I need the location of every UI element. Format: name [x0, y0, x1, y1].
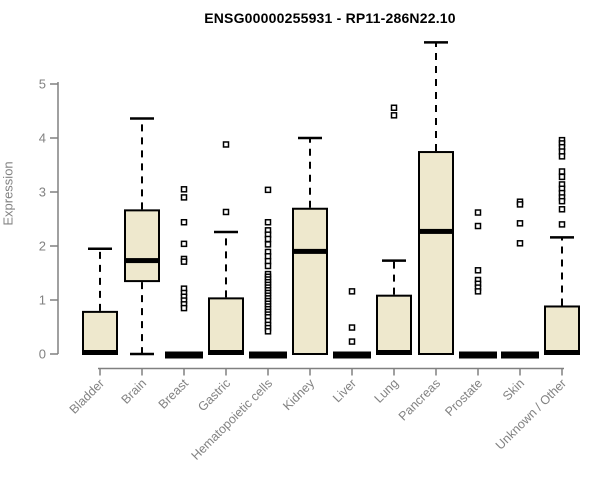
median-brain — [124, 258, 160, 264]
box-unknown-other — [544, 305, 580, 356]
outlier-point-hematopoietic-cells — [264, 328, 272, 335]
box-lung — [376, 294, 412, 355]
outlier-point-liver — [348, 338, 356, 345]
outlier-point-breast — [180, 240, 188, 248]
median-unknown-other — [544, 350, 580, 355]
x-tick-label: Hematopoietic cells — [189, 376, 276, 463]
outlier-point-hematopoietic-cells — [264, 241, 272, 248]
outlier-point-hematopoietic-cells — [264, 235, 272, 243]
median-lung — [376, 350, 412, 355]
median-gastric — [208, 350, 244, 355]
y-tick-label: 5 — [39, 77, 46, 92]
box-flat-hematopoietic-cells — [249, 351, 287, 359]
median-kidney — [292, 248, 328, 254]
outlier-point-liver — [348, 288, 356, 295]
outlier-point-breast — [180, 258, 188, 265]
box-pancreas — [418, 151, 454, 355]
x-tick-label: Breast — [156, 376, 192, 412]
outlier-point-unknown-other — [558, 206, 566, 213]
outlier-point-hematopoietic-cells — [264, 262, 272, 270]
outlier-point-skin — [516, 220, 524, 227]
outlier-point-prostate — [474, 209, 482, 216]
outlier-point-unknown-other — [558, 197, 566, 205]
x-tick-label: Kidney — [280, 376, 317, 413]
box-flat-prostate — [459, 351, 497, 359]
box-gastric — [208, 297, 244, 356]
outlier-point-unknown-other — [558, 153, 566, 160]
x-tick-label: Liver — [330, 376, 359, 405]
box-bladder — [82, 310, 118, 356]
x-tick-label: Prostate — [442, 376, 485, 419]
y-tick-label: 4 — [39, 131, 46, 146]
x-tick-label: Lung — [372, 376, 402, 406]
outlier-point-liver — [348, 324, 356, 331]
x-tick-label: Bladder — [67, 376, 107, 416]
box-brain — [124, 209, 160, 283]
x-tick-label: Unknown / Other — [493, 376, 569, 452]
outlier-point-breast — [180, 186, 188, 193]
x-tick-label: Gastric — [195, 376, 233, 414]
outlier-point-breast — [180, 194, 188, 201]
outlier-point-lung — [390, 104, 398, 112]
outlier-point-skin — [516, 201, 524, 208]
outlier-point-hematopoietic-cells — [264, 186, 272, 194]
y-tick-label: 3 — [39, 185, 46, 200]
box-flat-breast — [165, 351, 203, 359]
outlier-point-breast — [180, 304, 188, 312]
outlier-point-lung — [390, 112, 398, 119]
x-tick-label: Skin — [500, 376, 527, 403]
y-tick-label: 0 — [39, 347, 46, 362]
outlier-point-unknown-other — [558, 173, 566, 181]
outlier-point-prostate — [474, 222, 482, 230]
outlier-point-skin — [516, 240, 524, 247]
x-tick-label: Pancreas — [396, 376, 443, 423]
chart-title: ENSG00000255931 - RP11-286N22.10 — [204, 10, 456, 26]
outlier-point-hematopoietic-cells — [264, 218, 272, 226]
box-flat-liver — [333, 351, 371, 359]
outlier-point-unknown-other — [558, 221, 566, 228]
median-bladder — [82, 350, 118, 355]
y-tick-label: 2 — [39, 239, 46, 254]
median-pancreas — [418, 228, 454, 234]
outlier-point-gastric — [222, 141, 230, 148]
x-tick-label: Brain — [119, 376, 150, 407]
y-tick-label: 1 — [39, 293, 46, 308]
outlier-point-unknown-other — [558, 168, 566, 175]
outlier-point-breast — [180, 218, 188, 226]
outlier-point-prostate — [474, 267, 482, 274]
outlier-point-gastric — [222, 208, 230, 216]
box-flat-skin — [501, 351, 539, 359]
outlier-point-prostate — [474, 288, 482, 295]
box-kidney — [292, 207, 328, 355]
